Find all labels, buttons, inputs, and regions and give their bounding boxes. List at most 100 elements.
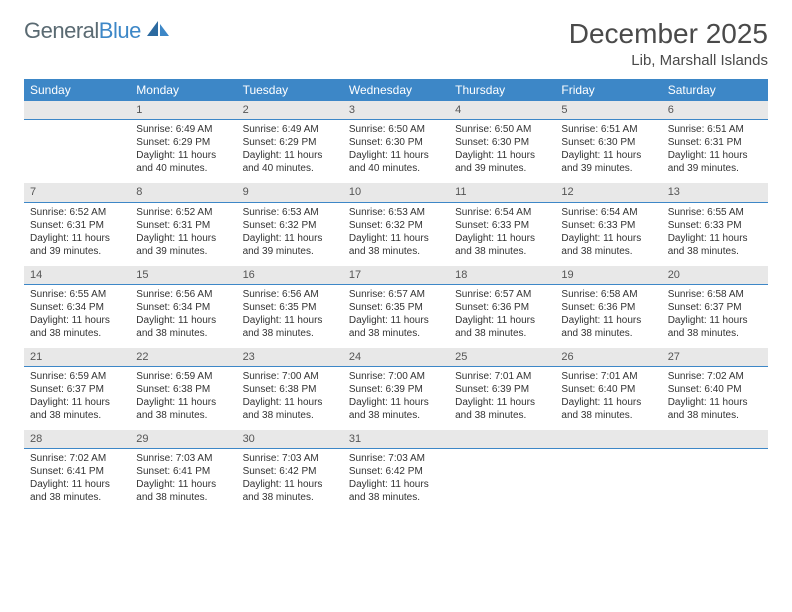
sunset-line: Sunset: 6:37 PM [30, 383, 124, 396]
sunset-line: Sunset: 6:39 PM [455, 383, 549, 396]
day-number: 17 [343, 266, 449, 285]
day-cell: Sunrise: 7:02 AMSunset: 6:40 PMDaylight:… [662, 367, 768, 431]
sunset-line: Sunset: 6:40 PM [561, 383, 655, 396]
day-number: 18 [449, 266, 555, 285]
sunrise-line: Sunrise: 6:58 AM [668, 288, 762, 301]
day-cell: Sunrise: 6:58 AMSunset: 6:37 PMDaylight:… [662, 284, 768, 348]
week-row: Sunrise: 6:52 AMSunset: 6:31 PMDaylight:… [24, 202, 768, 266]
daylight-line: Daylight: 11 hours and 38 minutes. [561, 396, 655, 422]
daylight-line: Daylight: 11 hours and 38 minutes. [243, 478, 337, 504]
daylight-line: Daylight: 11 hours and 38 minutes. [136, 478, 230, 504]
week-row: Sunrise: 6:55 AMSunset: 6:34 PMDaylight:… [24, 284, 768, 348]
weekday-header: Thursday [449, 79, 555, 101]
day-cell: Sunrise: 6:49 AMSunset: 6:29 PMDaylight:… [237, 120, 343, 184]
sunrise-line: Sunrise: 6:53 AM [243, 206, 337, 219]
week-row: Sunrise: 6:59 AMSunset: 6:37 PMDaylight:… [24, 367, 768, 431]
sunrise-line: Sunrise: 6:52 AM [136, 206, 230, 219]
sunset-line: Sunset: 6:39 PM [349, 383, 443, 396]
daylight-line: Daylight: 11 hours and 38 minutes. [668, 396, 762, 422]
day-cell: Sunrise: 6:54 AMSunset: 6:33 PMDaylight:… [449, 202, 555, 266]
calendar-table: SundayMondayTuesdayWednesdayThursdayFrid… [24, 79, 768, 512]
day-cell: Sunrise: 6:54 AMSunset: 6:33 PMDaylight:… [555, 202, 661, 266]
location-text: Lib, Marshall Islands [569, 52, 768, 69]
sunset-line: Sunset: 6:41 PM [136, 465, 230, 478]
sunrise-line: Sunrise: 6:50 AM [349, 123, 443, 136]
day-cell: Sunrise: 6:50 AMSunset: 6:30 PMDaylight:… [343, 120, 449, 184]
day-cell: Sunrise: 6:49 AMSunset: 6:29 PMDaylight:… [130, 120, 236, 184]
daylight-line: Daylight: 11 hours and 38 minutes. [349, 232, 443, 258]
day-number: 27 [662, 348, 768, 367]
sunset-line: Sunset: 6:31 PM [30, 219, 124, 232]
daylight-line: Daylight: 11 hours and 39 minutes. [136, 232, 230, 258]
daylight-line: Daylight: 11 hours and 38 minutes. [136, 314, 230, 340]
daylight-line: Daylight: 11 hours and 39 minutes. [30, 232, 124, 258]
day-number: 19 [555, 266, 661, 285]
day-number-row: 78910111213 [24, 183, 768, 202]
day-cell: Sunrise: 6:51 AMSunset: 6:31 PMDaylight:… [662, 120, 768, 184]
daylight-line: Daylight: 11 hours and 38 minutes. [30, 314, 124, 340]
sunset-line: Sunset: 6:42 PM [243, 465, 337, 478]
day-number: 6 [662, 101, 768, 120]
sunrise-line: Sunrise: 7:01 AM [455, 370, 549, 383]
sunrise-line: Sunrise: 6:50 AM [455, 123, 549, 136]
sunset-line: Sunset: 6:37 PM [668, 301, 762, 314]
day-cell: Sunrise: 6:59 AMSunset: 6:37 PMDaylight:… [24, 367, 130, 431]
daylight-line: Daylight: 11 hours and 39 minutes. [243, 232, 337, 258]
day-number: 15 [130, 266, 236, 285]
day-number: 3 [343, 101, 449, 120]
sunset-line: Sunset: 6:29 PM [136, 136, 230, 149]
sail-icon [145, 19, 171, 44]
daylight-line: Daylight: 11 hours and 38 minutes. [30, 478, 124, 504]
day-cell: Sunrise: 6:55 AMSunset: 6:34 PMDaylight:… [24, 284, 130, 348]
day-cell: Sunrise: 6:52 AMSunset: 6:31 PMDaylight:… [130, 202, 236, 266]
daylight-line: Daylight: 11 hours and 38 minutes. [668, 314, 762, 340]
day-number: 11 [449, 183, 555, 202]
sunset-line: Sunset: 6:32 PM [349, 219, 443, 232]
day-cell: Sunrise: 6:56 AMSunset: 6:34 PMDaylight:… [130, 284, 236, 348]
sunset-line: Sunset: 6:32 PM [243, 219, 337, 232]
daylight-line: Daylight: 11 hours and 38 minutes. [243, 396, 337, 422]
day-number: 23 [237, 348, 343, 367]
daylight-line: Daylight: 11 hours and 39 minutes. [561, 149, 655, 175]
day-number: 30 [237, 430, 343, 449]
sunset-line: Sunset: 6:36 PM [561, 301, 655, 314]
day-number-row: 28293031 [24, 430, 768, 449]
day-number: 4 [449, 101, 555, 120]
day-cell: Sunrise: 6:57 AMSunset: 6:35 PMDaylight:… [343, 284, 449, 348]
sunrise-line: Sunrise: 6:49 AM [136, 123, 230, 136]
day-cell: Sunrise: 6:53 AMSunset: 6:32 PMDaylight:… [343, 202, 449, 266]
title-block: December 2025 Lib, Marshall Islands [569, 18, 768, 69]
daylight-line: Daylight: 11 hours and 38 minutes. [243, 314, 337, 340]
sunrise-line: Sunrise: 7:00 AM [243, 370, 337, 383]
sunrise-line: Sunrise: 6:56 AM [243, 288, 337, 301]
sunrise-line: Sunrise: 6:52 AM [30, 206, 124, 219]
sunrise-line: Sunrise: 6:55 AM [30, 288, 124, 301]
day-number: 8 [130, 183, 236, 202]
sunset-line: Sunset: 6:30 PM [349, 136, 443, 149]
day-cell [24, 120, 130, 184]
day-cell: Sunrise: 6:55 AMSunset: 6:33 PMDaylight:… [662, 202, 768, 266]
daylight-line: Daylight: 11 hours and 39 minutes. [455, 149, 549, 175]
day-number [662, 430, 768, 449]
day-cell: Sunrise: 7:03 AMSunset: 6:41 PMDaylight:… [130, 449, 236, 513]
day-number: 5 [555, 101, 661, 120]
sunrise-line: Sunrise: 7:03 AM [136, 452, 230, 465]
day-number: 21 [24, 348, 130, 367]
day-number: 10 [343, 183, 449, 202]
sunrise-line: Sunrise: 7:02 AM [30, 452, 124, 465]
day-number: 1 [130, 101, 236, 120]
day-number: 20 [662, 266, 768, 285]
sunrise-line: Sunrise: 7:03 AM [243, 452, 337, 465]
weekday-header: Sunday [24, 79, 130, 101]
sunset-line: Sunset: 6:35 PM [349, 301, 443, 314]
sunset-line: Sunset: 6:31 PM [668, 136, 762, 149]
weekday-header: Monday [130, 79, 236, 101]
daylight-line: Daylight: 11 hours and 38 minutes. [561, 232, 655, 258]
sunrise-line: Sunrise: 6:49 AM [243, 123, 337, 136]
week-row: Sunrise: 7:02 AMSunset: 6:41 PMDaylight:… [24, 449, 768, 513]
day-number: 25 [449, 348, 555, 367]
sunset-line: Sunset: 6:41 PM [30, 465, 124, 478]
sunset-line: Sunset: 6:31 PM [136, 219, 230, 232]
day-cell: Sunrise: 7:00 AMSunset: 6:38 PMDaylight:… [237, 367, 343, 431]
day-number-row: 14151617181920 [24, 266, 768, 285]
